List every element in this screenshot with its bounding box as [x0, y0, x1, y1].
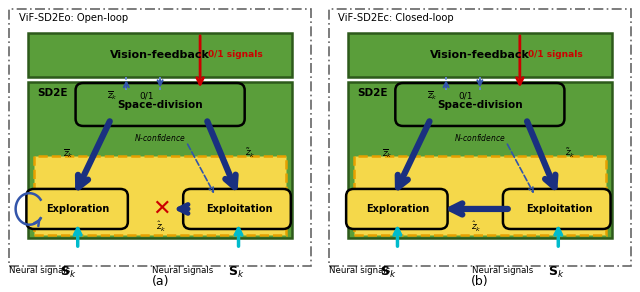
Text: ViF-SD2Ec: Closed-loop: ViF-SD2Ec: Closed-loop	[339, 13, 454, 23]
Text: Neural signals: Neural signals	[10, 266, 71, 275]
Text: $\overline{z}_k$: $\overline{z}_k$	[382, 147, 393, 159]
Text: Neural signals: Neural signals	[472, 266, 533, 275]
Text: ViF-SD2Eo: Open-loop: ViF-SD2Eo: Open-loop	[19, 13, 128, 23]
Text: $N$-confidence: $N$-confidence	[454, 133, 506, 143]
Text: $\tilde{z}_k$: $\tilde{z}_k$	[565, 147, 576, 160]
FancyBboxPatch shape	[346, 189, 447, 229]
Text: Exploration: Exploration	[46, 204, 109, 214]
Text: ✕: ✕	[152, 199, 171, 219]
Text: $\overline{z}_k$: $\overline{z}_k$	[63, 147, 73, 159]
Text: $\overline{z}_k$: $\overline{z}_k$	[427, 90, 438, 102]
FancyBboxPatch shape	[503, 189, 611, 229]
Text: $N$-confidence: $N$-confidence	[134, 133, 186, 143]
Text: (a): (a)	[152, 275, 169, 288]
Text: Neural signals: Neural signals	[152, 266, 214, 275]
FancyBboxPatch shape	[329, 9, 630, 266]
FancyBboxPatch shape	[34, 156, 286, 235]
FancyBboxPatch shape	[183, 189, 291, 229]
FancyBboxPatch shape	[28, 33, 292, 77]
FancyBboxPatch shape	[76, 83, 244, 126]
Text: 0/1 signals: 0/1 signals	[527, 50, 582, 59]
Text: $\mathbf{S}_k$: $\mathbf{S}_k$	[60, 265, 77, 280]
FancyBboxPatch shape	[26, 189, 128, 229]
Text: Exploitation: Exploitation	[526, 204, 593, 214]
Text: $\mathbf{S}_k$: $\mathbf{S}_k$	[380, 265, 396, 280]
Text: Space-division: Space-division	[437, 100, 523, 110]
FancyBboxPatch shape	[354, 156, 606, 235]
Text: SD2E: SD2E	[357, 88, 387, 98]
Text: $\tilde{z}_k$: $\tilde{z}_k$	[246, 147, 256, 160]
Text: $\mathbf{S}_k$: $\mathbf{S}_k$	[547, 265, 564, 280]
FancyBboxPatch shape	[396, 83, 564, 126]
Text: Exploitation: Exploitation	[206, 204, 273, 214]
Text: Neural signals: Neural signals	[329, 266, 390, 275]
Text: Vision-feedback: Vision-feedback	[430, 50, 530, 60]
Text: $\hat{z}_k$: $\hat{z}_k$	[156, 220, 167, 234]
Text: 0/1: 0/1	[459, 91, 474, 100]
Text: $\mathbf{S}_k$: $\mathbf{S}_k$	[228, 265, 244, 280]
Text: Vision-feedback: Vision-feedback	[110, 50, 210, 60]
Text: (b): (b)	[471, 275, 489, 288]
Text: Space-division: Space-division	[117, 100, 203, 110]
FancyBboxPatch shape	[348, 33, 612, 77]
Text: SD2E: SD2E	[37, 88, 68, 98]
Text: $\hat{z}_k$: $\hat{z}_k$	[472, 220, 482, 234]
FancyBboxPatch shape	[28, 81, 292, 238]
Text: Exploration: Exploration	[366, 204, 429, 214]
FancyBboxPatch shape	[348, 81, 612, 238]
FancyBboxPatch shape	[10, 9, 311, 266]
Text: 0/1 signals: 0/1 signals	[208, 50, 262, 59]
Text: $\overline{z}_k$: $\overline{z}_k$	[107, 90, 118, 102]
Text: 0/1: 0/1	[139, 91, 154, 100]
